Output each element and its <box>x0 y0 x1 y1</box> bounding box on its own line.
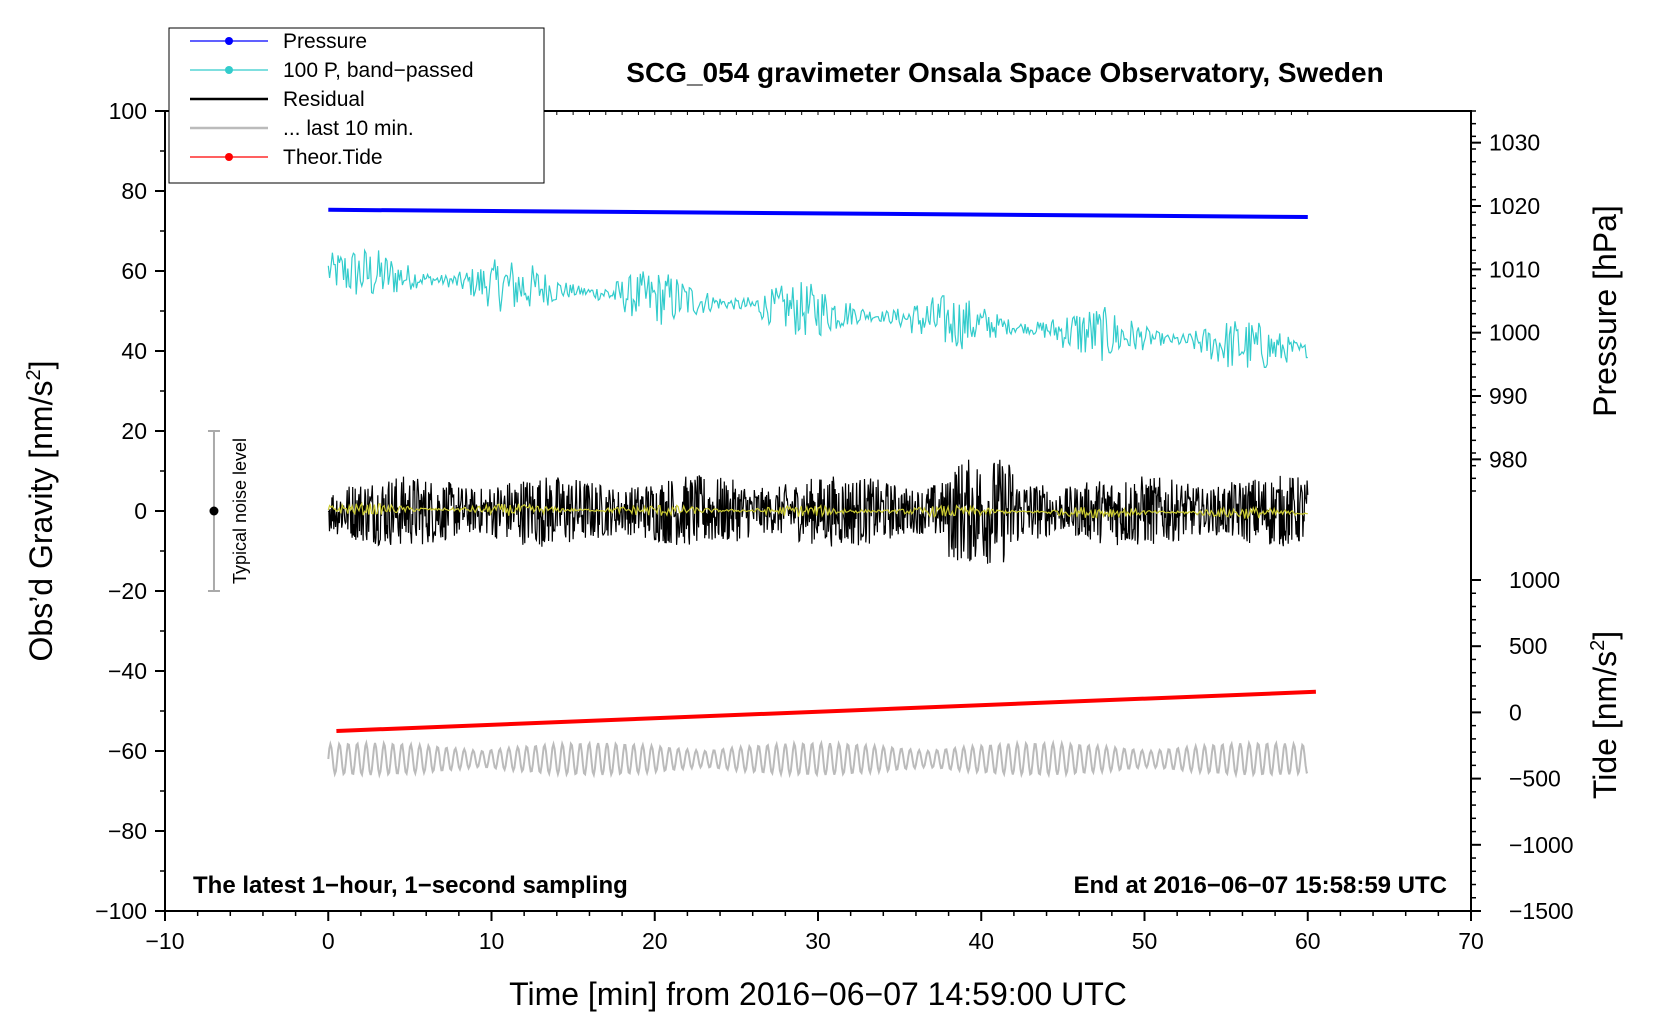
series-pressure <box>328 207 1308 219</box>
tide-tick-label: 0 <box>1509 699 1522 725</box>
noise-bar-dot <box>209 506 219 516</box>
tide-tick-label: −1000 <box>1509 832 1574 858</box>
noise-label: Typical noise level <box>230 438 250 584</box>
pressure-tick-label: 980 <box>1489 446 1527 472</box>
legend-item: Pressure <box>190 30 367 53</box>
y-axis-label-pressure: Pressure [hPa] <box>1587 205 1623 417</box>
y-tick-label: 20 <box>121 418 147 444</box>
y-tick-label: −20 <box>108 578 147 604</box>
tide-tick-label: −1500 <box>1509 898 1574 924</box>
series--last-10-min- <box>327 739 1309 779</box>
y-axis-label-tide: Tide [nm/s2] <box>1587 631 1623 799</box>
pressure-tick-label: 1030 <box>1489 130 1540 156</box>
noise-level-indicator: Typical noise level <box>207 430 250 592</box>
legend-item: Residual <box>190 88 365 111</box>
y-axis-label-left: Obs’d Gravity [nm/s2] <box>23 361 59 662</box>
y-tick-label: 40 <box>121 338 147 364</box>
x-tick-label: 70 <box>1458 928 1484 954</box>
y-tick-label: −40 <box>108 658 147 684</box>
legend-item: Theor.Tide <box>190 146 383 169</box>
series-100-p-band-passed <box>327 248 1308 368</box>
tick-labels: −10 0 10 20 30 40 50 60 70−100−80−60−40−20020406… <box>95 98 1573 954</box>
legend-marker <box>225 153 233 161</box>
legend-item: 100 P, band−passed <box>190 59 474 82</box>
tide-tick-label: 1000 <box>1509 567 1560 593</box>
legend-label: Pressure <box>283 30 367 53</box>
x-tick-label: 60 <box>1295 928 1321 954</box>
series-residual-smoothed <box>327 501 1308 520</box>
legend-item: ... last 10 min. <box>190 117 414 140</box>
legend: Pressure 100 P, band−passed Residual ... la… <box>168 27 545 184</box>
legend-label: ... last 10 min. <box>283 117 414 140</box>
x-tick-label: 20 <box>642 928 668 954</box>
x-tick-label: 40 <box>968 928 994 954</box>
x-tick-label: −10 <box>145 928 184 954</box>
pressure-tick-label: 1000 <box>1489 320 1540 346</box>
tide-tick-label: −500 <box>1509 766 1561 792</box>
chart-title: SCG_054 gravimeter Onsala Space Observat… <box>626 57 1383 88</box>
pressure-tick-label: 1020 <box>1489 193 1540 219</box>
pressure-tick-label: 1010 <box>1489 256 1540 282</box>
legend-label: Theor.Tide <box>283 146 383 169</box>
y-axis-label-left-text: Obs’d Gravity [nm/s <box>23 381 59 662</box>
y-tick-label: −100 <box>95 898 147 924</box>
y-axis-label-tide-end: ] <box>1587 631 1623 640</box>
legend-marker <box>225 37 233 45</box>
y-tick-label: 0 <box>134 498 147 524</box>
x-tick-label: 30 <box>805 928 831 954</box>
tide-tick-label: 500 <box>1509 633 1547 659</box>
x-tick-label: 10 <box>479 928 505 954</box>
y-tick-label: 100 <box>109 98 147 124</box>
y-tick-label: 60 <box>121 258 147 284</box>
x-tick-label: 0 <box>322 928 335 954</box>
x-tick-label: 50 <box>1132 928 1158 954</box>
pressure-tick-label: 990 <box>1489 383 1527 409</box>
y-tick-label: −60 <box>108 738 147 764</box>
note-end-time: End at 2016−06−07 15:58:59 UTC <box>1073 872 1447 899</box>
y-tick-label: 80 <box>121 178 147 204</box>
y-axis-label-left-sup: 2 <box>23 369 45 380</box>
note-sampling: The latest 1−hour, 1−second sampling <box>193 872 628 899</box>
legend-label: 100 P, band−passed <box>283 59 474 82</box>
series-residual <box>327 459 1309 564</box>
y-tick-label: −80 <box>108 818 147 844</box>
series-layer <box>327 207 1316 779</box>
y-axis-label-left-end: ] <box>23 361 59 370</box>
x-axis-label: Time [min] from 2016−06−07 14:59:00 UTC <box>509 976 1127 1012</box>
legend-label: Residual <box>283 88 365 111</box>
y-axis-label-tide-sup: 2 <box>1587 640 1609 651</box>
legend-marker <box>225 66 233 74</box>
series-theor-tide <box>336 689 1316 733</box>
y-axis-label-tide-text: Tide [nm/s <box>1587 651 1623 799</box>
